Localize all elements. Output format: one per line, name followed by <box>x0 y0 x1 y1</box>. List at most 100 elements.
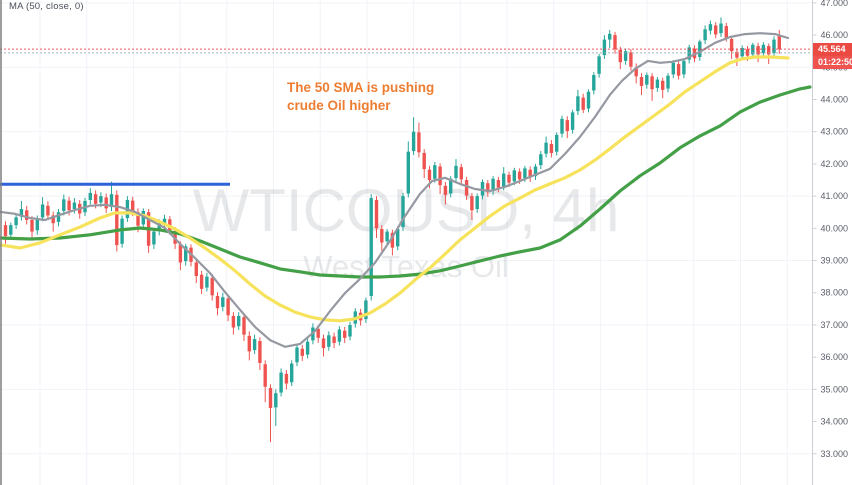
candle[interactable] <box>284 370 289 390</box>
candle[interactable] <box>565 116 569 139</box>
candle[interactable] <box>263 360 267 403</box>
candle[interactable] <box>756 42 760 63</box>
candle[interactable] <box>300 344 304 362</box>
candle[interactable] <box>602 35 607 59</box>
candle[interactable] <box>433 161 437 183</box>
candle[interactable] <box>735 48 739 67</box>
candle[interactable] <box>396 226 400 251</box>
candle[interactable] <box>470 192 474 220</box>
candle[interactable] <box>486 180 490 197</box>
candle[interactable] <box>231 312 236 335</box>
candle[interactable] <box>295 344 299 367</box>
candle[interactable] <box>390 229 395 256</box>
candle[interactable] <box>401 192 405 231</box>
candle[interactable] <box>115 190 119 252</box>
candle[interactable] <box>406 141 410 198</box>
candle[interactable] <box>676 60 681 80</box>
candle[interactable] <box>258 337 262 371</box>
candle[interactable] <box>411 117 416 155</box>
candle[interactable] <box>528 166 532 182</box>
price-axis[interactable]: 47.00046.00045.00044.00043.00042.00041.0… <box>812 0 849 485</box>
candle[interactable] <box>274 389 278 427</box>
candle[interactable] <box>629 49 633 71</box>
candle[interactable] <box>618 46 622 70</box>
candle[interactable] <box>703 25 707 45</box>
candle[interactable] <box>586 89 591 113</box>
candle[interactable] <box>268 384 273 443</box>
candle[interactable] <box>687 44 691 64</box>
candle[interactable] <box>777 29 781 54</box>
candle[interactable] <box>719 17 723 38</box>
candle[interactable] <box>666 73 670 93</box>
candle[interactable] <box>104 193 108 213</box>
candle[interactable] <box>25 205 29 225</box>
candle[interactable] <box>623 48 628 65</box>
candle[interactable] <box>555 132 559 156</box>
candle[interactable] <box>321 334 326 357</box>
candle[interactable] <box>464 176 469 200</box>
candle[interactable] <box>380 225 384 251</box>
candle[interactable] <box>88 188 92 205</box>
candle[interactable] <box>549 140 554 158</box>
candle[interactable] <box>56 209 61 227</box>
candle[interactable] <box>327 331 331 351</box>
candle[interactable] <box>560 115 564 138</box>
candle[interactable] <box>539 151 543 170</box>
annotation-text[interactable]: The 50 SMA is pushing crude Oil higher <box>287 79 434 115</box>
candle[interactable] <box>544 136 548 158</box>
candle[interactable] <box>761 42 766 58</box>
candle[interactable] <box>348 321 352 341</box>
candle[interactable] <box>332 332 336 349</box>
candle[interactable] <box>343 326 347 343</box>
candle[interactable] <box>46 201 50 220</box>
candle[interactable] <box>698 39 702 61</box>
indicator-label[interactable]: MA (50, close, 0) <box>9 1 84 12</box>
candle[interactable] <box>237 312 241 331</box>
candle[interactable] <box>592 72 596 95</box>
candle[interactable] <box>417 122 421 158</box>
candle[interactable] <box>194 258 198 284</box>
candle[interactable] <box>613 31 617 54</box>
candle[interactable] <box>491 176 495 195</box>
candle[interactable] <box>215 292 220 316</box>
candle[interactable] <box>645 72 649 89</box>
candle[interactable] <box>19 200 24 221</box>
candle[interactable] <box>152 228 156 249</box>
candle[interactable] <box>369 194 373 301</box>
candle[interactable] <box>205 272 209 292</box>
candle[interactable] <box>655 76 660 92</box>
candle[interactable] <box>141 208 145 229</box>
candle[interactable] <box>226 295 230 322</box>
candle[interactable] <box>772 36 776 58</box>
candle[interactable] <box>242 313 246 342</box>
candle[interactable] <box>252 334 257 354</box>
candle[interactable] <box>305 338 310 359</box>
candle[interactable] <box>374 196 379 238</box>
candle[interactable] <box>576 89 580 115</box>
candle[interactable] <box>661 77 665 99</box>
candle[interactable] <box>62 194 66 216</box>
candle[interactable] <box>597 53 601 78</box>
candle[interactable] <box>422 149 426 179</box>
candle[interactable] <box>708 20 713 35</box>
candle[interactable] <box>570 109 575 134</box>
candle[interactable] <box>650 73 654 101</box>
candle[interactable] <box>199 270 204 295</box>
candle[interactable] <box>247 331 251 361</box>
candle[interactable] <box>454 159 458 182</box>
candle[interactable] <box>682 58 686 79</box>
candle[interactable] <box>120 215 124 248</box>
candle[interactable] <box>290 360 294 387</box>
candle[interactable] <box>14 214 18 229</box>
candle[interactable] <box>364 297 368 324</box>
ma-yellow-line[interactable] <box>0 55 790 323</box>
candle[interactable] <box>210 274 214 301</box>
candle[interactable] <box>385 228 389 246</box>
candle[interactable] <box>221 292 225 312</box>
candle[interactable] <box>178 241 183 271</box>
candle[interactable] <box>459 163 463 184</box>
candle[interactable] <box>639 73 644 96</box>
candle[interactable] <box>3 221 8 244</box>
